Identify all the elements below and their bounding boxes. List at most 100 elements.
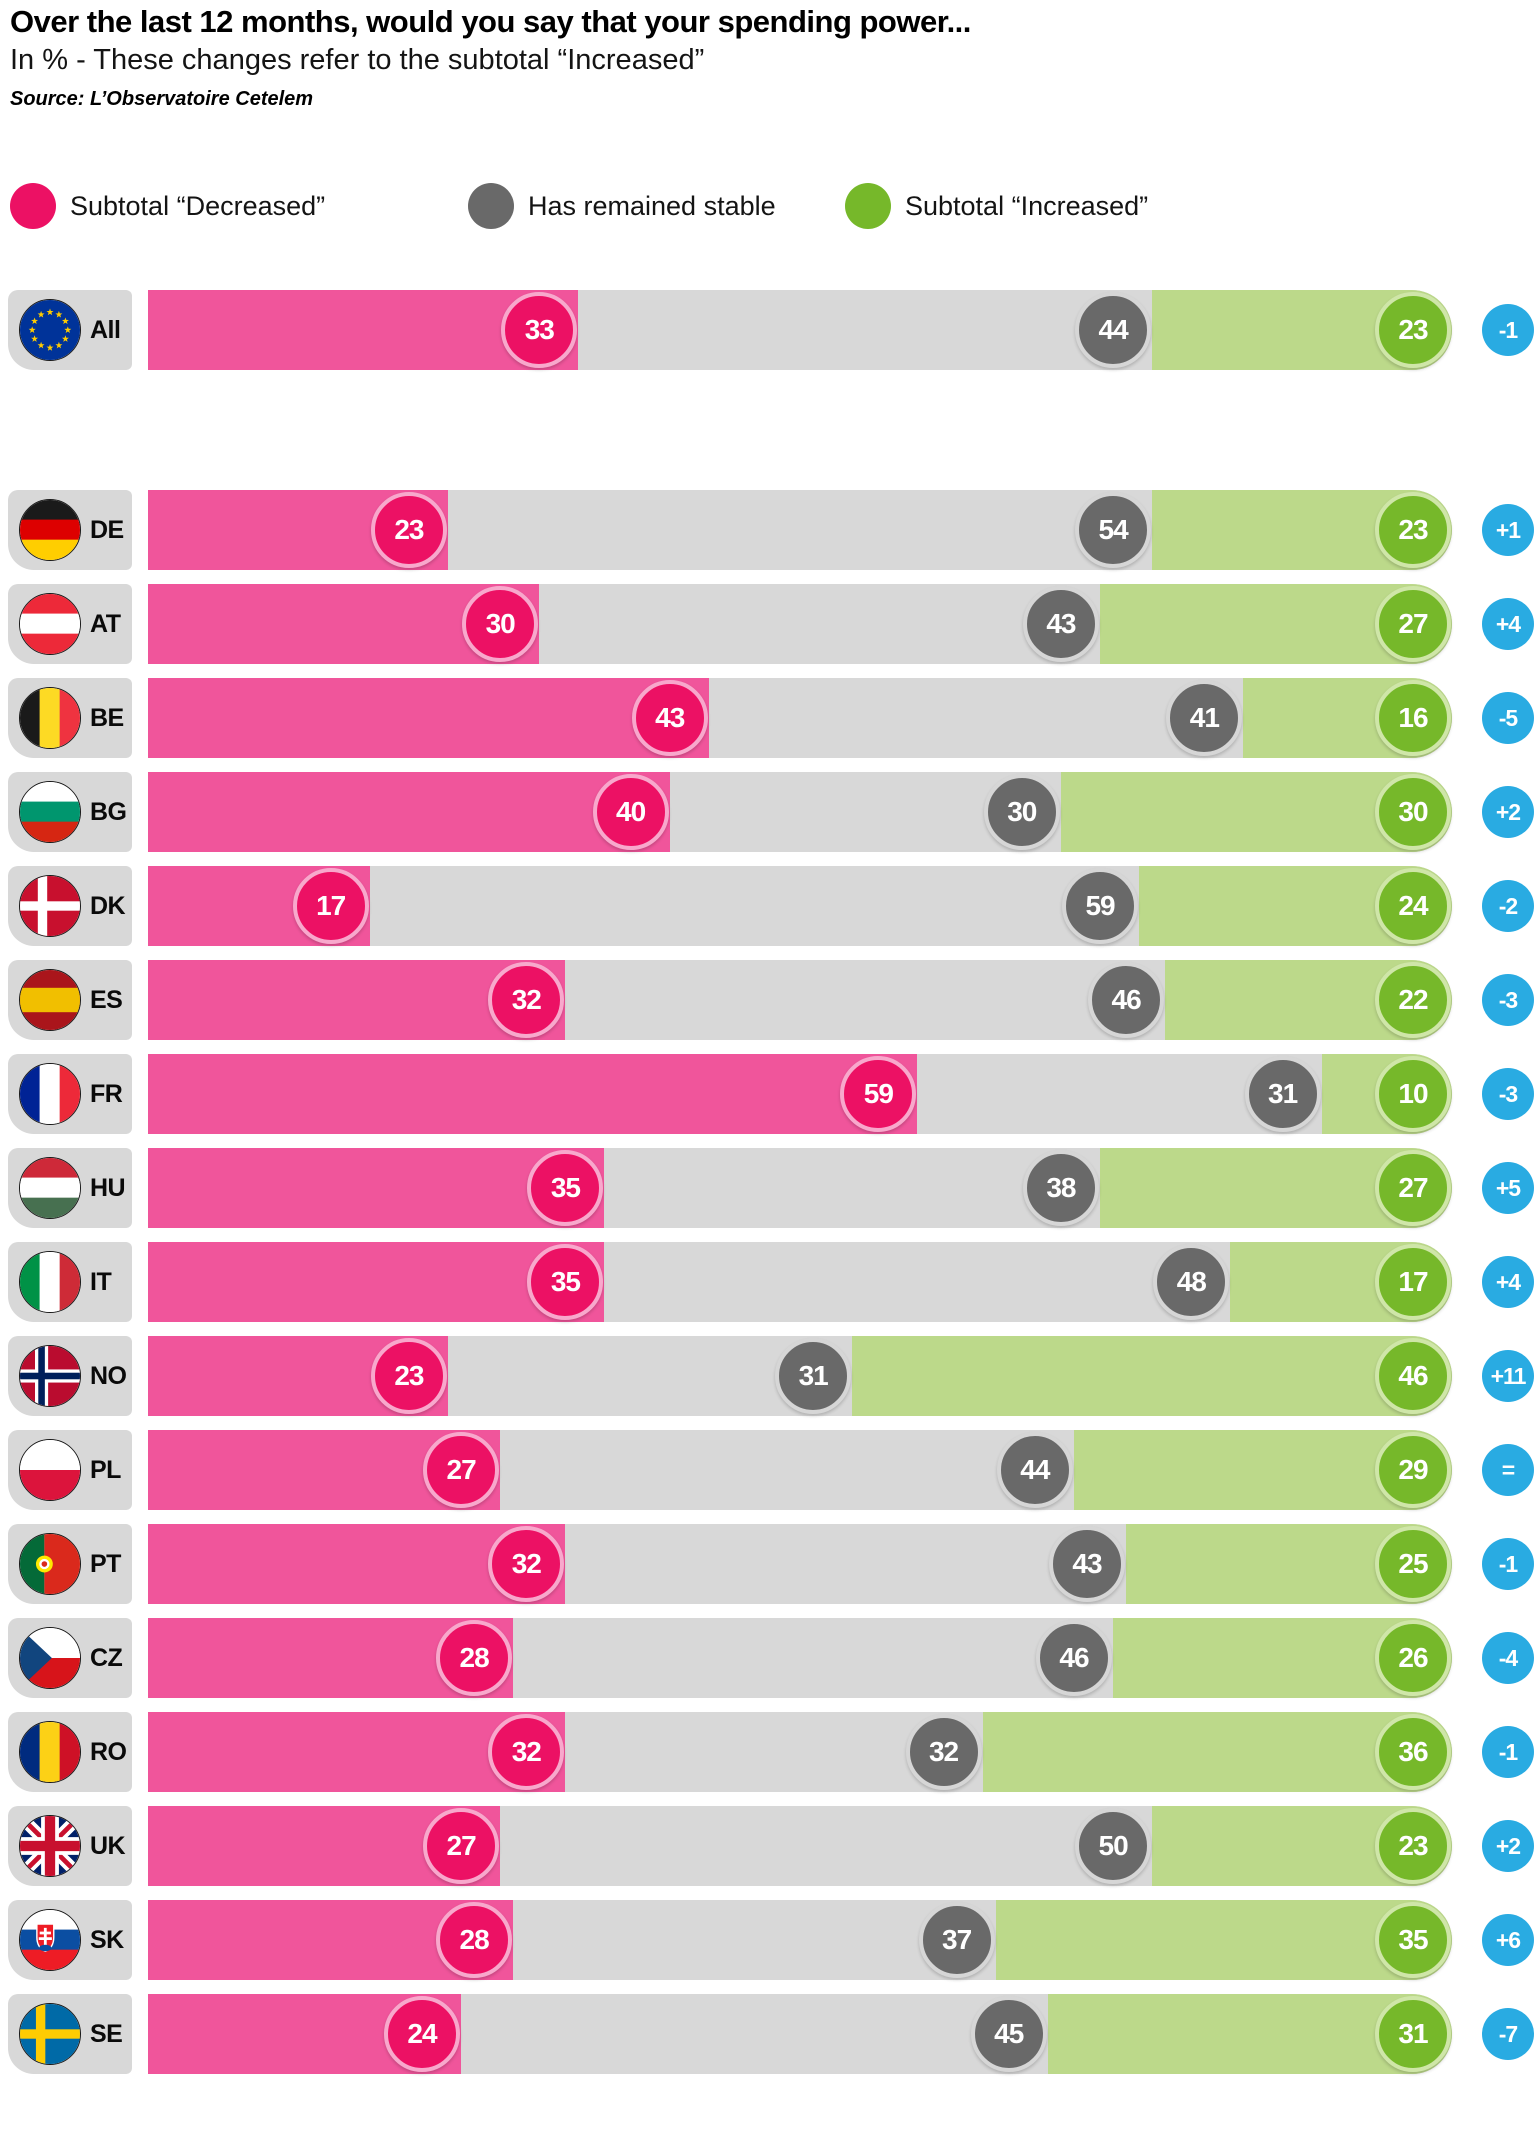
fr-flag-icon bbox=[19, 1063, 81, 1125]
stable-value-circle: 31 bbox=[775, 1338, 852, 1414]
country-code: BE bbox=[90, 703, 124, 732]
country-label-box: PT bbox=[8, 1524, 132, 1604]
stable-value-circle: 48 bbox=[1153, 1244, 1230, 1320]
country-label-box: DE bbox=[8, 490, 132, 570]
hu-flag-icon bbox=[19, 1157, 81, 1219]
change-badge: +4 bbox=[1482, 598, 1534, 650]
country-label-box: IT bbox=[8, 1242, 132, 1322]
bar-track-FR: 59 31 10 bbox=[148, 1054, 1452, 1134]
bar-track-BE: 43 41 16 bbox=[148, 678, 1452, 758]
country-label-box: All bbox=[8, 290, 132, 370]
increased-value-circle: 26 bbox=[1375, 1620, 1451, 1696]
increased-value-circle: 25 bbox=[1375, 1526, 1451, 1602]
cz-flag-icon bbox=[19, 1627, 81, 1689]
country-label-box: BE bbox=[8, 678, 132, 758]
bg-flag-icon bbox=[19, 781, 81, 843]
country-code: PL bbox=[90, 1455, 121, 1484]
decreased-value-circle: 33 bbox=[501, 292, 578, 368]
decreased-value-circle: 28 bbox=[436, 1902, 513, 1978]
stable-value-circle: 46 bbox=[1088, 962, 1165, 1038]
decreased-value-circle: 28 bbox=[436, 1620, 513, 1696]
bar-track-SK: 28 37 35 bbox=[148, 1900, 1452, 1980]
stable-value-circle: 38 bbox=[1022, 1150, 1099, 1226]
increased-segment bbox=[852, 1336, 1452, 1416]
decreased-value-circle: 43 bbox=[631, 680, 708, 756]
country-label-box: UK bbox=[8, 1806, 132, 1886]
row-AT: AT 30 43 27 +4 bbox=[0, 584, 1539, 664]
country-label-box: NO bbox=[8, 1336, 132, 1416]
country-label-box: SE bbox=[8, 1994, 132, 2074]
change-badge: -3 bbox=[1482, 1068, 1534, 1120]
country-label-box: ES bbox=[8, 960, 132, 1040]
row-HU: HU 35 38 27 +5 bbox=[0, 1148, 1539, 1228]
country-label-box: RO bbox=[8, 1712, 132, 1792]
decreased-value-circle: 23 bbox=[370, 1338, 447, 1414]
change-badge: +5 bbox=[1482, 1162, 1534, 1214]
country-code: SE bbox=[90, 2019, 123, 2048]
it-flag-icon bbox=[19, 1251, 81, 1313]
stable-value-circle: 45 bbox=[970, 1996, 1047, 2072]
bar-track-RO: 32 32 36 bbox=[148, 1712, 1452, 1792]
chart-source: Source: L’Observatoire Cetelem bbox=[10, 88, 314, 110]
dk-flag-icon bbox=[19, 875, 81, 937]
increased-value-circle: 22 bbox=[1375, 962, 1451, 1038]
row-IT: IT 35 48 17 +4 bbox=[0, 1242, 1539, 1322]
eu-flag-icon bbox=[19, 299, 81, 361]
increased-value-circle: 23 bbox=[1375, 292, 1451, 368]
decreased-segment bbox=[148, 678, 709, 758]
legend-label: Subtotal “Increased” bbox=[905, 190, 1149, 221]
country-code: RO bbox=[90, 1737, 127, 1766]
row-PL: PL 27 44 29 = bbox=[0, 1430, 1539, 1510]
country-code: FR bbox=[90, 1079, 123, 1108]
be-flag-icon bbox=[19, 687, 81, 749]
de-flag-icon bbox=[19, 499, 81, 561]
row-UK: UK 27 50 23 +2 bbox=[0, 1806, 1539, 1886]
bar-track-IT: 35 48 17 bbox=[148, 1242, 1452, 1322]
stable-value-circle: 50 bbox=[1075, 1808, 1152, 1884]
change-badge: -3 bbox=[1482, 974, 1534, 1026]
stable-value-circle: 44 bbox=[1075, 292, 1152, 368]
pt-flag-icon bbox=[19, 1533, 81, 1595]
change-badge: = bbox=[1482, 1444, 1534, 1496]
stable-value-circle: 46 bbox=[1035, 1620, 1112, 1696]
no-flag-icon bbox=[19, 1345, 81, 1407]
decreased-segment bbox=[148, 772, 670, 852]
row-CZ: CZ 28 46 26 -4 bbox=[0, 1618, 1539, 1698]
change-badge: +4 bbox=[1482, 1256, 1534, 1308]
stable-value-circle: 43 bbox=[1022, 586, 1099, 662]
increased-value-circle: 30 bbox=[1375, 774, 1451, 850]
bar-track-PL: 27 44 29 bbox=[148, 1430, 1452, 1510]
increased-value-circle: 27 bbox=[1375, 586, 1451, 662]
increased-segment bbox=[982, 1712, 1452, 1792]
se-flag-icon bbox=[19, 2003, 81, 2065]
row-SK: SK 28 37 35 +6 bbox=[0, 1900, 1539, 1980]
legend-dot-icon bbox=[845, 183, 891, 229]
row-ES: ES 32 46 22 -3 bbox=[0, 960, 1539, 1040]
change-badge: +6 bbox=[1482, 1914, 1534, 1966]
legend-item: Has remained stable bbox=[468, 182, 776, 230]
stable-value-circle: 44 bbox=[996, 1432, 1073, 1508]
country-label-box: SK bbox=[8, 1900, 132, 1980]
decreased-value-circle: 32 bbox=[488, 1526, 565, 1602]
decreased-value-circle: 59 bbox=[840, 1056, 917, 1132]
bar-track-DE: 23 54 23 bbox=[148, 490, 1452, 570]
decreased-value-circle: 23 bbox=[370, 492, 447, 568]
bar-track-DK: 17 59 24 bbox=[148, 866, 1452, 946]
legend-item: Subtotal “Decreased” bbox=[10, 182, 325, 230]
stable-value-circle: 31 bbox=[1244, 1056, 1321, 1132]
decreased-value-circle: 27 bbox=[423, 1808, 500, 1884]
increased-value-circle: 23 bbox=[1375, 1808, 1451, 1884]
bar-track-ES: 32 46 22 bbox=[148, 960, 1452, 1040]
stable-value-circle: 32 bbox=[905, 1714, 982, 1790]
increased-value-circle: 36 bbox=[1375, 1714, 1451, 1790]
increased-value-circle: 16 bbox=[1375, 680, 1451, 756]
chart-subtitle: In % - These changes refer to the subtot… bbox=[10, 44, 705, 76]
increased-value-circle: 29 bbox=[1375, 1432, 1451, 1508]
country-label-box: CZ bbox=[8, 1618, 132, 1698]
increased-value-circle: 31 bbox=[1375, 1996, 1451, 2072]
legend-item: Subtotal “Increased” bbox=[845, 182, 1148, 230]
row-DE: DE 23 54 23 +1 bbox=[0, 490, 1539, 570]
country-label-box: PL bbox=[8, 1430, 132, 1510]
bar-track-UK: 27 50 23 bbox=[148, 1806, 1452, 1886]
at-flag-icon bbox=[19, 593, 81, 655]
